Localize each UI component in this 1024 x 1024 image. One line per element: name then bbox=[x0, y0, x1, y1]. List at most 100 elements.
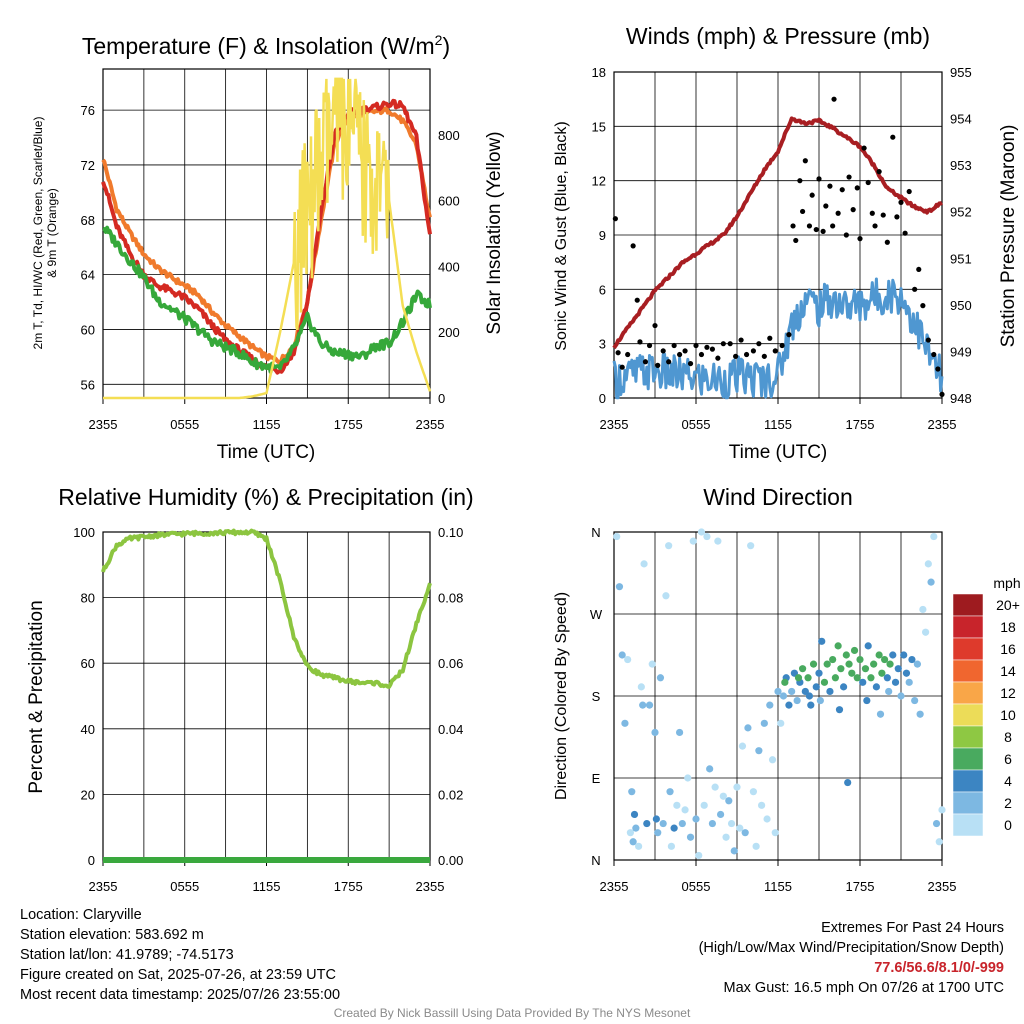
wind-direction-point bbox=[878, 669, 886, 677]
pressure-right-tick-label: 952 bbox=[950, 205, 972, 220]
precip-right-tick-label: 0.06 bbox=[438, 656, 463, 671]
gust-point bbox=[820, 228, 826, 234]
gust-point bbox=[802, 158, 808, 164]
wind-direction-point bbox=[891, 678, 900, 686]
wind-direction-point bbox=[662, 592, 670, 600]
pressure-right-tick-label: 950 bbox=[950, 298, 972, 313]
wind-direction-point bbox=[897, 692, 905, 700]
wind-direction-point bbox=[736, 824, 744, 832]
solar-insolation-line bbox=[103, 77, 432, 400]
temperature-left-tick-label: 68 bbox=[81, 213, 95, 228]
temperature-left-tick-label: 60 bbox=[81, 322, 95, 337]
gust-point bbox=[912, 286, 918, 292]
gust-point bbox=[925, 337, 931, 343]
solar-right-tick-label: 600 bbox=[438, 194, 460, 209]
gust-point bbox=[876, 169, 882, 175]
gust-point bbox=[704, 344, 710, 350]
wind-direction-point bbox=[621, 719, 629, 727]
max-gust-text: Max Gust: 16.5 mph On 07/26 at 1700 UTC bbox=[723, 980, 1004, 996]
temperature-x-tick-label: 1155 bbox=[253, 417, 281, 432]
temperature-panel: Temperature (F) & Insolation (W/m2) Time… bbox=[31, 32, 505, 463]
wind-direction-point bbox=[615, 583, 624, 591]
legend-label: 4 bbox=[1004, 773, 1012, 789]
temperature-td-line bbox=[102, 225, 432, 374]
gust-point bbox=[743, 351, 750, 358]
legend-swatch bbox=[952, 681, 984, 705]
wind-direction-point bbox=[738, 742, 747, 750]
gust-point bbox=[687, 360, 694, 367]
gust-point bbox=[823, 203, 829, 209]
wind-direction-point bbox=[628, 788, 636, 796]
gust-point bbox=[738, 337, 744, 343]
gust-point bbox=[902, 230, 908, 236]
gust-point bbox=[890, 134, 896, 140]
winds-left-tick-label: 9 bbox=[599, 228, 606, 243]
gust-point bbox=[846, 174, 852, 180]
wind-direction-point bbox=[747, 542, 755, 550]
gust-point bbox=[715, 355, 721, 361]
wind-direction-point bbox=[924, 560, 932, 568]
wind-direction-point bbox=[706, 765, 714, 773]
temperature-left-tick-label: 64 bbox=[81, 268, 95, 283]
humidity-x-tick-label: 2355 bbox=[89, 879, 118, 894]
wind-direction-point bbox=[853, 674, 861, 682]
wind-direction-point bbox=[889, 651, 897, 659]
legend-swatch bbox=[952, 769, 984, 793]
wind-direction-point bbox=[805, 692, 814, 700]
gust-point bbox=[854, 185, 860, 191]
gust-point bbox=[772, 348, 778, 354]
wind-direction-point bbox=[809, 660, 818, 668]
wind-direction-point bbox=[666, 788, 674, 796]
wind-direction-point bbox=[837, 665, 845, 673]
extremes-heading: Extremes For Past 24 Hours bbox=[821, 920, 1004, 936]
gust-point bbox=[839, 187, 845, 193]
extremes-subheading: (High/Low/Max Wind/Precipitation/Snow De… bbox=[698, 940, 1004, 956]
winds-y-label: Sonic Wind & Gust (Blue, Black) bbox=[553, 121, 570, 350]
wind-direction-point bbox=[845, 660, 853, 668]
wind-direction-point bbox=[919, 605, 927, 614]
wind-direction-point bbox=[799, 665, 807, 673]
wind-direction-point bbox=[812, 683, 820, 691]
gust-point bbox=[642, 359, 649, 365]
solar-right-tick-label: 200 bbox=[438, 325, 460, 340]
winds-x-tick-label: 2355 bbox=[928, 417, 957, 432]
wind-direction-point bbox=[774, 687, 782, 696]
pressure-right-tick-label: 955 bbox=[950, 65, 972, 80]
wind-direction-point bbox=[665, 542, 673, 550]
wind-direction-point bbox=[900, 651, 908, 659]
winds-panel: Winds (mph) & Pressure (mb) Time (UTC) S… bbox=[553, 23, 1019, 463]
wind-direction-point bbox=[692, 815, 700, 823]
winds-left-tick-label: 12 bbox=[592, 174, 606, 189]
wind-direction-point bbox=[645, 701, 654, 709]
gust-point bbox=[733, 353, 739, 359]
gust-point bbox=[779, 342, 785, 349]
gust-point bbox=[884, 239, 890, 245]
solar-right-tick-label: 400 bbox=[438, 259, 460, 274]
wind-direction-point bbox=[835, 706, 844, 714]
legend-label: 14 bbox=[1000, 663, 1016, 679]
gust-point bbox=[861, 145, 867, 151]
pressure-right-tick-label: 948 bbox=[950, 391, 972, 406]
humidity-x-tick-label: 1155 bbox=[253, 879, 281, 894]
wind-direction-point bbox=[804, 674, 812, 682]
gust-point bbox=[666, 359, 672, 365]
temperature-title: Temperature (F) & Insolation (W/m2) bbox=[82, 32, 450, 59]
credit-text: Created By Nick Bassill Using Data Provi… bbox=[333, 1006, 691, 1020]
location-text: Location: Claryville bbox=[20, 907, 142, 923]
winds-x-tick-label: 2355 bbox=[600, 417, 629, 432]
wind-direction-point bbox=[886, 660, 894, 668]
wind-direction-y-tick-label: N bbox=[591, 853, 600, 868]
elevation-text: Station elevation: 583.692 m bbox=[20, 927, 204, 943]
temperature-x-label: Time (UTC) bbox=[217, 442, 316, 463]
wind-direction-point bbox=[643, 819, 651, 828]
gust-point bbox=[898, 199, 904, 205]
wind-direction-point bbox=[842, 651, 850, 659]
gust-point bbox=[786, 332, 792, 338]
winds-left-tick-label: 0 bbox=[599, 391, 606, 406]
wind-direction-point bbox=[618, 651, 626, 659]
wind-direction-point bbox=[885, 687, 893, 696]
wind-direction-point bbox=[883, 674, 891, 682]
wind-direction-point bbox=[637, 683, 645, 691]
wind-direction-point bbox=[867, 674, 875, 682]
